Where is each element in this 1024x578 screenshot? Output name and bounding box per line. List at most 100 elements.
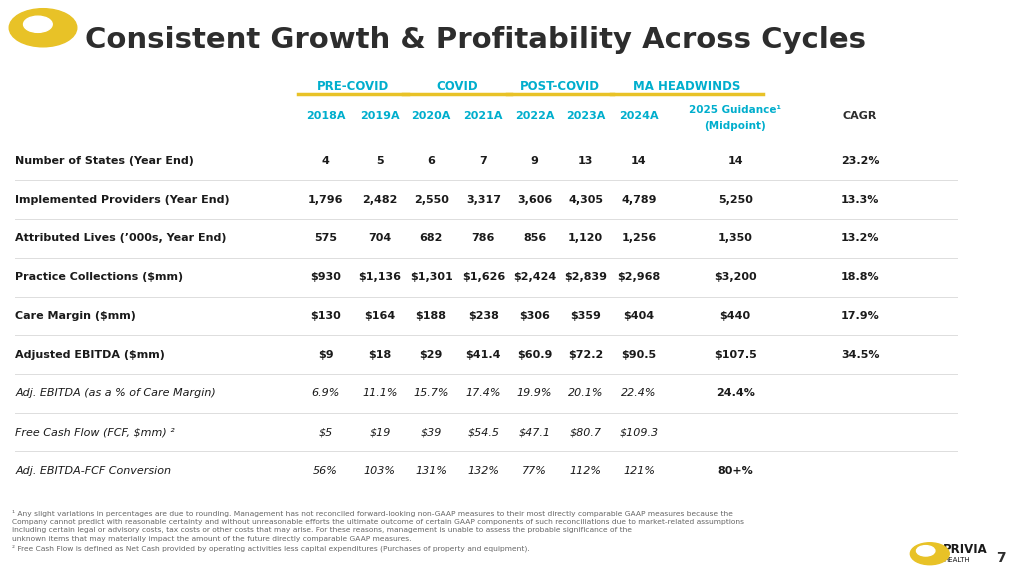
Text: 24.4%: 24.4% (716, 388, 755, 398)
Text: 2024A: 2024A (620, 111, 658, 121)
Text: Implemented Providers (Year End): Implemented Providers (Year End) (15, 195, 230, 205)
Text: Adj. EBITDA-FCF Conversion: Adj. EBITDA-FCF Conversion (15, 466, 171, 476)
Text: 34.5%: 34.5% (841, 350, 880, 360)
Text: Attributed Lives (’000s, Year End): Attributed Lives (’000s, Year End) (15, 234, 227, 243)
Text: 856: 856 (523, 234, 546, 243)
Text: $2,424: $2,424 (513, 272, 556, 282)
Text: 13.2%: 13.2% (841, 234, 880, 243)
Text: 2019A: 2019A (360, 111, 399, 121)
Text: 56%: 56% (313, 466, 338, 476)
Text: $2,839: $2,839 (564, 272, 607, 282)
Text: $1,136: $1,136 (358, 272, 401, 282)
Text: 17.4%: 17.4% (466, 388, 501, 398)
Text: $72.2: $72.2 (568, 350, 603, 360)
Text: 5,250: 5,250 (718, 195, 753, 205)
Text: HEALTH: HEALTH (943, 557, 970, 562)
Text: Care Margin ($mm): Care Margin ($mm) (15, 311, 136, 321)
Text: $1,626: $1,626 (462, 272, 505, 282)
Text: $19: $19 (370, 427, 390, 437)
Text: 4: 4 (322, 156, 330, 166)
Text: $5: $5 (318, 427, 333, 437)
Text: $440: $440 (720, 311, 751, 321)
Text: PRE-COVID: PRE-COVID (316, 80, 389, 92)
Text: $404: $404 (624, 311, 654, 321)
Text: $2,968: $2,968 (617, 272, 660, 282)
Text: $60.9: $60.9 (517, 350, 552, 360)
Text: $188: $188 (416, 311, 446, 321)
Text: 1,256: 1,256 (622, 234, 656, 243)
Text: PRIVIA: PRIVIA (943, 543, 988, 555)
Text: $359: $359 (570, 311, 601, 321)
Text: 6: 6 (427, 156, 435, 166)
Text: 15.7%: 15.7% (414, 388, 449, 398)
Text: 22.4%: 22.4% (622, 388, 656, 398)
Text: $80.7: $80.7 (569, 427, 602, 437)
Text: 682: 682 (420, 234, 442, 243)
Text: $130: $130 (310, 311, 341, 321)
Text: $3,200: $3,200 (714, 272, 757, 282)
Text: 2021A: 2021A (464, 111, 503, 121)
Text: 1,120: 1,120 (568, 234, 603, 243)
Text: $306: $306 (519, 311, 550, 321)
Text: Number of States (Year End): Number of States (Year End) (15, 156, 195, 166)
Text: MA HEADWINDS: MA HEADWINDS (634, 80, 740, 92)
Text: POST-COVID: POST-COVID (520, 80, 600, 92)
Text: $109.3: $109.3 (620, 427, 658, 437)
Text: $1,301: $1,301 (410, 272, 453, 282)
Text: 112%: 112% (569, 466, 602, 476)
Text: 3,606: 3,606 (517, 195, 552, 205)
Text: $18: $18 (369, 350, 391, 360)
Text: 77%: 77% (522, 466, 547, 476)
Text: 13: 13 (578, 156, 594, 166)
Text: 14: 14 (727, 156, 743, 166)
Text: 1,350: 1,350 (718, 234, 753, 243)
Text: 9: 9 (530, 156, 539, 166)
Text: 103%: 103% (364, 466, 396, 476)
Text: CAGR: CAGR (843, 111, 878, 121)
Text: 131%: 131% (415, 466, 447, 476)
Text: 7: 7 (479, 156, 487, 166)
Text: 2022A: 2022A (515, 111, 554, 121)
Text: 132%: 132% (467, 466, 500, 476)
Text: Free Cash Flow (FCF, $mm) ²: Free Cash Flow (FCF, $mm) ² (15, 427, 175, 437)
Text: 11.1%: 11.1% (362, 388, 397, 398)
Text: 5: 5 (376, 156, 384, 166)
Text: $47.1: $47.1 (518, 427, 551, 437)
Text: 23.2%: 23.2% (841, 156, 880, 166)
Text: ¹ Any slight variations in percentages are due to rounding. Management has not r: ¹ Any slight variations in percentages a… (12, 510, 744, 552)
Text: 2018A: 2018A (306, 111, 345, 121)
Text: 17.9%: 17.9% (841, 311, 880, 321)
Text: COVID: COVID (436, 80, 478, 92)
Text: 6.9%: 6.9% (311, 388, 340, 398)
Text: (Midpoint): (Midpoint) (705, 121, 766, 131)
Text: 2,550: 2,550 (414, 195, 449, 205)
Text: $930: $930 (310, 272, 341, 282)
Text: $9: $9 (317, 350, 334, 360)
Text: 2025 Guidance¹: 2025 Guidance¹ (689, 105, 781, 115)
Text: $164: $164 (365, 311, 395, 321)
Text: 18.8%: 18.8% (841, 272, 880, 282)
Text: 2023A: 2023A (566, 111, 605, 121)
Text: 575: 575 (314, 234, 337, 243)
Text: $39: $39 (421, 427, 441, 437)
Text: Reconciliations & appendices: Reconciliations & appendices (28, 558, 193, 568)
Text: 20.1%: 20.1% (568, 388, 603, 398)
Text: 121%: 121% (623, 466, 655, 476)
Text: 7: 7 (995, 551, 1006, 565)
Text: 13.3%: 13.3% (841, 195, 880, 205)
Text: $107.5: $107.5 (714, 350, 757, 360)
Text: Adj. EBITDA (as a % of Care Margin): Adj. EBITDA (as a % of Care Margin) (15, 388, 216, 398)
Text: 704: 704 (369, 234, 391, 243)
Text: $41.4: $41.4 (466, 350, 501, 360)
Text: 786: 786 (472, 234, 495, 243)
Text: 4,305: 4,305 (568, 195, 603, 205)
Text: Consistent Growth & Profitability Across Cycles: Consistent Growth & Profitability Across… (85, 26, 866, 54)
Text: 4,789: 4,789 (622, 195, 656, 205)
Text: Practice Collections ($mm): Practice Collections ($mm) (15, 272, 183, 282)
Text: Adjusted EBITDA ($mm): Adjusted EBITDA ($mm) (15, 350, 165, 360)
Text: 1,796: 1,796 (308, 195, 343, 205)
Text: 14: 14 (631, 156, 647, 166)
Text: 19.9%: 19.9% (517, 388, 552, 398)
Text: 80+%: 80+% (718, 466, 753, 476)
Text: $29: $29 (420, 350, 442, 360)
